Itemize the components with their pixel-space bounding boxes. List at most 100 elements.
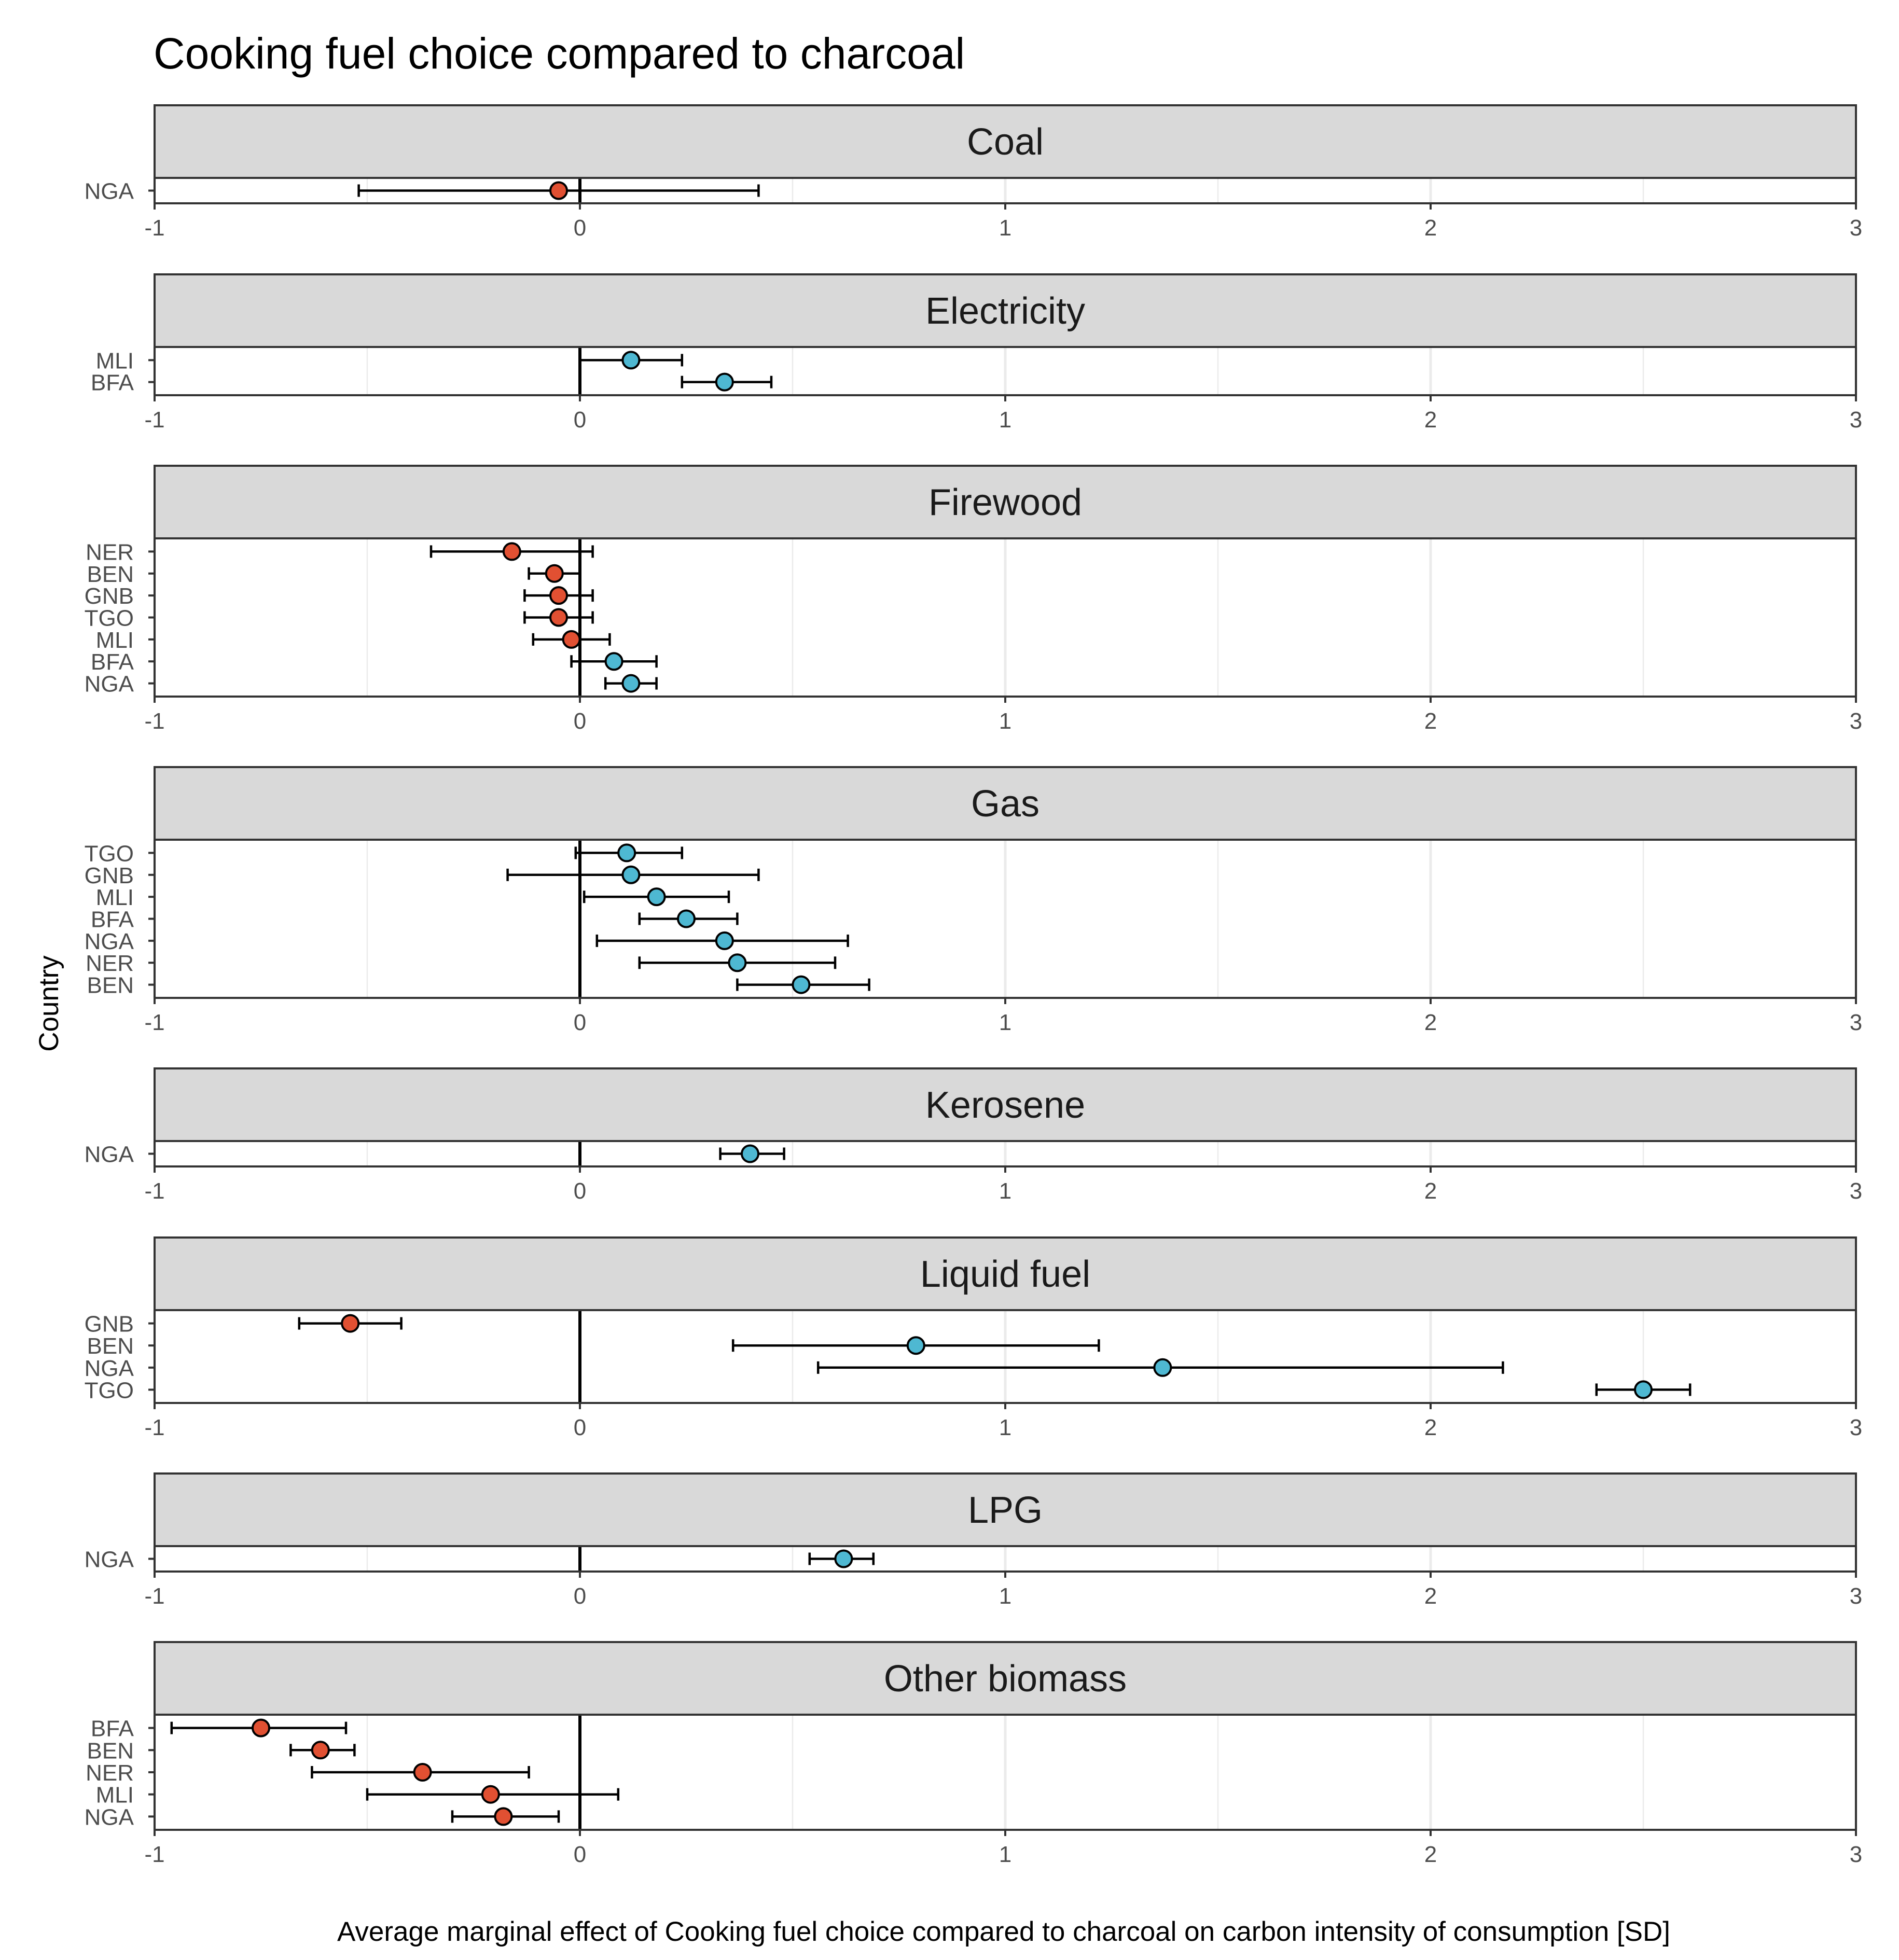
estimate-point xyxy=(1153,1358,1172,1377)
y-tick-label: NGA xyxy=(85,672,134,697)
facet-strip-label: Other biomass xyxy=(884,1658,1127,1700)
estimate-point xyxy=(502,542,521,561)
x-tick-label: 0 xyxy=(574,1178,586,1204)
estimate-point xyxy=(677,909,696,928)
estimate-point xyxy=(545,564,564,583)
x-tick-label: 3 xyxy=(1850,1178,1862,1204)
y-tick-label: NER xyxy=(86,951,134,976)
estimate-point xyxy=(494,1807,513,1826)
estimate-point xyxy=(562,630,581,649)
estimate-point xyxy=(481,1785,500,1804)
estimate-point xyxy=(741,1144,759,1163)
estimate-point xyxy=(549,608,568,627)
y-tick-label: NGA xyxy=(85,929,134,954)
x-tick-label: 0 xyxy=(574,215,586,241)
y-tick-label: GNB xyxy=(85,1312,134,1337)
x-tick-label: 0 xyxy=(574,1842,586,1867)
estimate-point xyxy=(341,1314,360,1333)
facet-strip xyxy=(154,1236,1857,1311)
estimate-point xyxy=(413,1763,432,1782)
y-tick-label: MLI xyxy=(96,1783,134,1808)
x-tick-label: 0 xyxy=(574,1415,586,1440)
y-tick-label: NGA xyxy=(85,1804,134,1830)
facet-strip-label: Kerosene xyxy=(925,1085,1085,1126)
estimate-point xyxy=(1634,1380,1653,1399)
x-tick-label: 2 xyxy=(1424,215,1437,241)
estimate-point xyxy=(252,1718,270,1737)
x-tick-label: -1 xyxy=(144,1178,164,1204)
x-tick-label: 2 xyxy=(1424,1178,1437,1204)
x-tick-label: -1 xyxy=(144,407,164,433)
x-tick-label: 0 xyxy=(574,708,586,734)
y-tick-label: GNB xyxy=(85,583,134,609)
x-tick-label: 1 xyxy=(999,1842,1011,1867)
facet-strip-label: LPG xyxy=(968,1490,1043,1531)
x-tick-label: 0 xyxy=(574,407,586,433)
estimate-point xyxy=(621,865,641,884)
facet-strip xyxy=(154,104,1857,179)
facet-strip xyxy=(154,273,1857,348)
estimate-point xyxy=(906,1336,925,1355)
x-tick-label: 1 xyxy=(999,1415,1011,1440)
y-tick-label: NGA xyxy=(85,179,134,204)
x-tick-label: -1 xyxy=(144,1415,164,1440)
x-tick-label: 2 xyxy=(1424,1583,1437,1609)
y-tick-label: TGO xyxy=(85,606,134,631)
x-tick-label: 2 xyxy=(1424,708,1437,734)
estimate-point xyxy=(621,674,641,693)
estimate-point xyxy=(792,975,811,994)
y-tick-label: MLI xyxy=(96,628,134,653)
x-tick-label: 1 xyxy=(999,1010,1011,1035)
x-tick-label: 2 xyxy=(1424,1010,1437,1035)
x-tick-label: 3 xyxy=(1850,1842,1862,1867)
x-tick-label: 3 xyxy=(1850,1583,1862,1609)
y-tick-label: BFA xyxy=(91,907,134,933)
x-tick-label: -1 xyxy=(144,708,164,734)
estimate-point xyxy=(715,931,734,950)
facet-panel: Coal -1 0 1 2 3 NGA xyxy=(85,104,1862,241)
x-tick-label: 1 xyxy=(999,1178,1011,1204)
y-tick-label: BEN xyxy=(87,562,134,587)
y-tick-label: GNB xyxy=(85,863,134,888)
y-axis-title: Country xyxy=(34,955,64,1052)
x-tick-label: 3 xyxy=(1850,215,1862,241)
facet-strip xyxy=(154,1641,1857,1716)
estimate-point xyxy=(549,181,568,200)
facet-strip xyxy=(154,1472,1857,1547)
x-tick-label: 1 xyxy=(999,708,1011,734)
estimate-point xyxy=(647,887,666,907)
x-tick-label: -1 xyxy=(144,1010,164,1035)
estimate-point xyxy=(621,351,641,370)
y-tick-label: BEN xyxy=(87,973,134,998)
x-tick-label: 1 xyxy=(999,407,1011,433)
y-tick-label: NGA xyxy=(85,1142,134,1167)
facet-strip xyxy=(154,1067,1857,1142)
facet-panel: Kerosene -1 0 1 2 3 NGA xyxy=(85,1067,1862,1204)
facet-strip-label: Firewood xyxy=(928,482,1082,523)
x-tick-label: 1 xyxy=(999,1583,1011,1609)
chart-title: Cooking fuel choice compared to charcoal xyxy=(154,29,965,78)
y-tick-label: NGA xyxy=(85,1547,134,1573)
y-tick-label: NGA xyxy=(85,1356,134,1381)
x-tick-label: 3 xyxy=(1850,1010,1862,1035)
y-tick-label: BEN xyxy=(87,1333,134,1359)
facet-strip-label: Electricity xyxy=(925,290,1085,332)
y-tick-label: TGO xyxy=(85,841,134,866)
y-tick-label: BEN xyxy=(87,1738,134,1763)
x-tick-label: 0 xyxy=(574,1010,586,1035)
x-tick-label: 3 xyxy=(1850,708,1862,734)
estimate-point xyxy=(715,372,734,392)
facet-strip-label: Liquid fuel xyxy=(920,1254,1090,1295)
facet-strip xyxy=(154,465,1857,539)
y-tick-label: BFA xyxy=(91,370,134,396)
x-tick-label: -1 xyxy=(144,1842,164,1867)
y-tick-label: NER xyxy=(86,1760,134,1786)
y-tick-label: MLI xyxy=(96,885,134,910)
y-tick-label: BFA xyxy=(91,1716,134,1742)
y-tick-label: MLI xyxy=(96,348,134,373)
